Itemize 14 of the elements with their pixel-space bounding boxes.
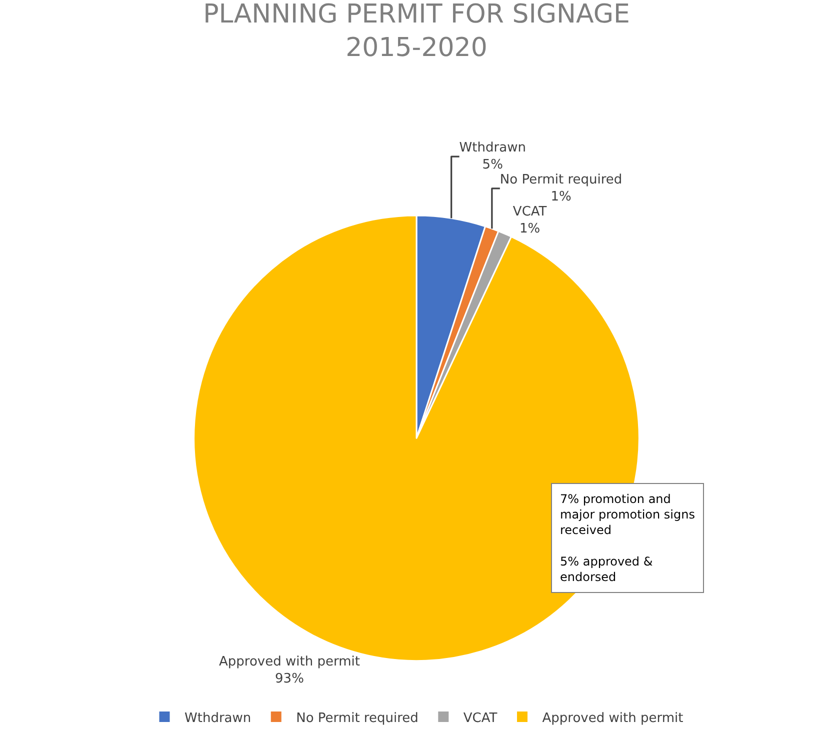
chart-title: PLANNING PERMIT FOR SIGNAGE 2015-2020 xyxy=(203,0,630,64)
slice-label: Wthdrawn xyxy=(459,140,526,156)
data-label: 1% xyxy=(550,189,572,204)
legend-label: VCAT xyxy=(463,710,498,726)
legend-label: Wthdrawn xyxy=(184,710,252,726)
data-label: 93% xyxy=(275,672,304,687)
slice-label: VCAT xyxy=(512,204,547,220)
slice-label: Approved with permit xyxy=(219,654,360,670)
legend-label: No Permit required xyxy=(296,710,418,726)
legend-label: Approved with permit xyxy=(542,710,684,726)
data-label: 5% xyxy=(482,158,503,173)
slice-label: No Permit required xyxy=(500,172,622,188)
data-label: 1% xyxy=(520,221,540,236)
text: 7% promotion and major promotion signs received 5% approved & endorsed xyxy=(560,492,695,584)
